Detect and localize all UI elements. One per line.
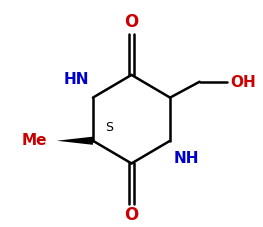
Text: NH: NH	[174, 151, 199, 166]
Text: Me: Me	[22, 133, 48, 148]
Polygon shape	[57, 137, 93, 145]
Text: HN: HN	[64, 72, 89, 87]
Text: S: S	[105, 121, 113, 134]
Text: O: O	[124, 12, 139, 31]
Text: O: O	[124, 205, 139, 224]
Text: OH: OH	[230, 75, 256, 90]
